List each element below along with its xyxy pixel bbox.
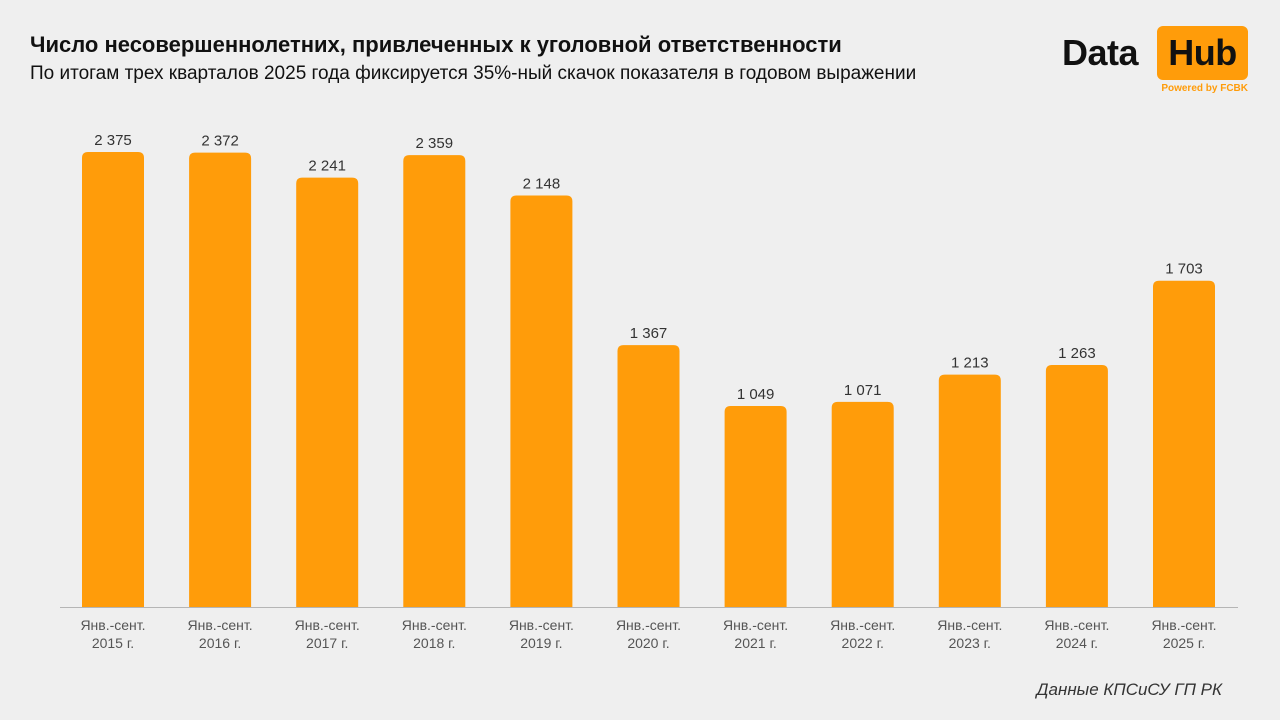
bar-6 — [724, 406, 787, 607]
bar-3 — [403, 155, 466, 608]
chart-subtitle: По итогам трех кварталов 2025 года фикси… — [30, 63, 917, 84]
x-tick-label-5: Янв.-сент. 2020 г. — [616, 617, 681, 651]
chart-title: Число несовершеннолетних, привлеченных к… — [30, 32, 842, 57]
bar-1 — [189, 152, 252, 607]
bar-8 — [938, 374, 1001, 607]
value-label-5: 1 367 — [630, 325, 668, 342]
bar-0 — [82, 152, 144, 607]
bar-4 — [510, 195, 573, 608]
value-label-0: 2 375 — [94, 132, 132, 149]
logo-powered-by: Powered by FCBK — [1161, 83, 1248, 94]
bar-7 — [831, 401, 894, 607]
bar-5 — [617, 345, 680, 607]
x-tick-label-4: Янв.-сент. 2019 г. — [509, 617, 574, 651]
value-label-2: 2 241 — [308, 158, 346, 175]
value-label-9: 1 263 — [1058, 345, 1096, 362]
logo-word-data: Data — [1062, 32, 1139, 73]
value-label-4: 2 148 — [523, 175, 561, 192]
value-label-10: 1 703 — [1165, 261, 1203, 278]
bar-2 — [296, 177, 359, 608]
x-tick-label-0: Янв.-сент. 2015 г. — [80, 617, 145, 651]
value-label-3: 2 359 — [416, 135, 454, 152]
logo-hub-box: Hub — [1157, 26, 1248, 80]
value-label-7: 1 071 — [844, 382, 882, 399]
value-label-1: 2 372 — [201, 133, 239, 150]
x-tick-label-1: Янв.-сент. 2016 г. — [188, 617, 253, 651]
x-tick-label-8: Янв.-сент. 2023 г. — [937, 617, 1002, 651]
value-label-8: 1 213 — [951, 355, 989, 372]
datahub-logo: Data Hub Powered by FCBK — [1062, 26, 1252, 98]
x-tick-label-7: Янв.-сент. 2022 г. — [830, 617, 895, 651]
x-tick-label-6: Янв.-сент. 2021 г. — [723, 617, 788, 651]
value-label-6: 1 049 — [737, 386, 775, 403]
x-tick-label-10: Янв.-сент. 2025 г. — [1151, 617, 1216, 651]
logo-word-hub: Hub — [1168, 32, 1237, 73]
bar-9 — [1045, 365, 1108, 607]
x-tick-label-9: Янв.-сент. 2024 г. — [1044, 617, 1109, 651]
x-tick-label-2: Янв.-сент. 2017 г. — [295, 617, 360, 651]
bar-10 — [1153, 280, 1215, 607]
x-tick-label-3: Янв.-сент. 2018 г. — [402, 617, 467, 651]
data-source: Данные КПСиСУ ГП РК — [1036, 680, 1222, 699]
